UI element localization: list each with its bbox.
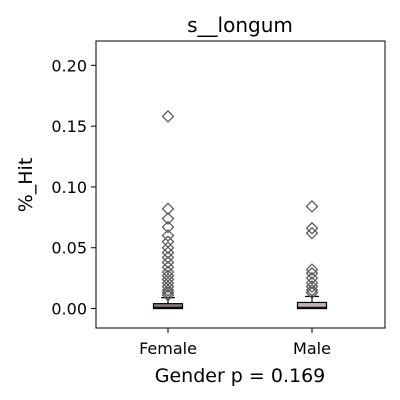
outlier-point	[161, 251, 175, 264]
outlier-point	[305, 286, 319, 300]
x-tick-label: Female	[139, 339, 197, 358]
chart-title: s__longum	[187, 13, 293, 37]
y-tick-label: 0.10	[51, 178, 87, 197]
outlier-point	[161, 286, 175, 300]
outlier-point	[305, 271, 319, 285]
outlier-point	[161, 220, 175, 234]
y-tick-label: 0.00	[51, 300, 87, 319]
x-tick-label: Male	[293, 339, 331, 358]
y-tick-label: 0.15	[51, 117, 87, 136]
plot-frame	[95, 40, 386, 329]
outlier-point	[305, 200, 319, 213]
outlier-point	[305, 263, 319, 276]
outlier-point	[161, 273, 175, 286]
outlier-point	[305, 266, 319, 280]
outlier-point	[161, 241, 175, 255]
outlier-point	[161, 110, 175, 123]
outlier-point	[305, 221, 319, 235]
outlier-point	[161, 202, 175, 216]
outlier-point	[161, 283, 175, 297]
outlier-point	[161, 260, 175, 274]
outlier-point	[305, 226, 319, 240]
outlier-point	[161, 255, 175, 269]
outlier-point	[305, 283, 319, 297]
outlier-point	[305, 280, 319, 294]
y-tick-label: 0.05	[51, 239, 87, 258]
outlier-point	[161, 229, 175, 242]
outlier-point	[161, 280, 175, 294]
outlier-point	[305, 276, 319, 290]
y-tick-label: 0.20	[51, 56, 87, 75]
x-axis-label: Gender p = 0.169	[155, 365, 326, 387]
outlier-point	[161, 246, 175, 259]
plot-area: 0.00 0.05 0.10 0.15 0.20 Female Male	[51, 40, 386, 358]
outlier-point	[161, 276, 175, 290]
outlier-point	[161, 212, 175, 225]
outlier-point	[161, 288, 175, 302]
box	[152, 303, 184, 310]
box	[296, 301, 328, 310]
y-axis-label: %_Hit	[15, 158, 37, 213]
